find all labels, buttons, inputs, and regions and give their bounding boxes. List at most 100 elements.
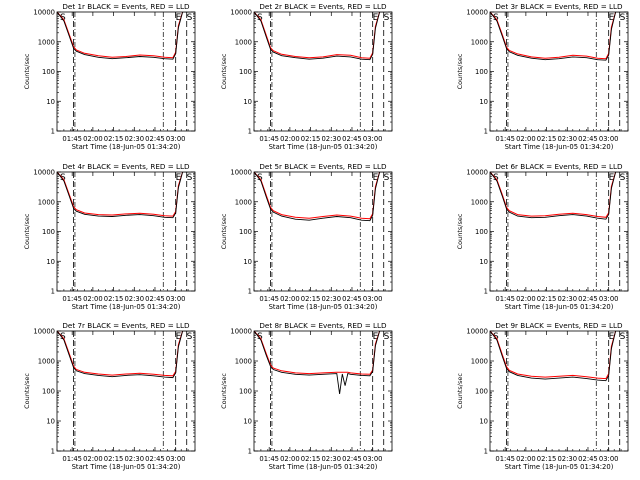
events-series-line — [254, 12, 392, 61]
x-tick-label: 02:15 — [537, 455, 557, 463]
corner-label-s: S — [257, 332, 263, 342]
y-tick-label: 100 — [239, 388, 252, 396]
plot-title: Det 1r BLACK = Events, RED = LLD — [62, 2, 190, 11]
plot-title: Det 6r BLACK = Events, RED = LLD — [495, 162, 623, 171]
x-tick-label: 02:45 — [342, 295, 362, 303]
x-tick-label: 02:15 — [537, 135, 557, 143]
x-tick-label: 02:30 — [124, 135, 144, 143]
y-tick-label: 1 — [484, 448, 488, 456]
y-tick-label: 1 — [484, 128, 488, 136]
y-tick-label: 100 — [42, 68, 55, 76]
x-tick-label: 03:00 — [166, 295, 186, 303]
events-series-line — [490, 331, 628, 382]
x-tick-label: 02:15 — [104, 295, 124, 303]
x-tick-label: 02:00 — [83, 455, 103, 463]
x-tick-label: 02:45 — [145, 455, 165, 463]
x-tick-label: 01:45 — [259, 455, 279, 463]
y-tick-label: 10000 — [33, 9, 55, 17]
x-axis-label: Start Time (18-Jun-05 01:34:20) — [72, 303, 181, 311]
x-tick-label: 01:45 — [495, 135, 515, 143]
y-axis-label: Counts/sec — [456, 53, 464, 89]
x-tick-label: 02:00 — [280, 455, 300, 463]
corner-label-s: S — [493, 332, 499, 342]
y-tick-label: 10000 — [466, 328, 488, 336]
corner-label-s: S — [60, 332, 66, 342]
y-tick-label: 1000 — [38, 198, 55, 206]
x-axis-label: Start Time (18-Jun-05 01:34:20) — [505, 143, 614, 151]
x-tick-label: 02:00 — [83, 295, 103, 303]
y-axis-label: Counts/sec — [23, 213, 31, 249]
x-tick-label: 01:45 — [495, 455, 515, 463]
x-tick-label: 02:15 — [104, 455, 124, 463]
corner-label-e: E — [176, 332, 182, 342]
x-tick-label: 02:45 — [578, 455, 598, 463]
plot-title: Det 3r BLACK = Events, RED = LLD — [495, 2, 623, 11]
x-axis-label: Start Time (18-Jun-05 01:34:20) — [505, 303, 614, 311]
plot-panel-2: Det 2r BLACK = Events, RED = LLD 1 10 100 10… — [220, 2, 393, 151]
x-tick-label: 03:00 — [599, 295, 619, 303]
x-tick-label: 02:00 — [516, 295, 536, 303]
y-tick-label: 100 — [239, 228, 252, 236]
y-tick-label: 10 — [243, 418, 252, 426]
x-tick-label: 02:15 — [301, 455, 321, 463]
x-tick-label: 02:15 — [537, 295, 557, 303]
x-tick-label: 02:30 — [557, 455, 577, 463]
y-tick-label: 10 — [243, 98, 252, 106]
y-axis-label: Counts/sec — [23, 53, 31, 89]
corner-label-s: S — [187, 332, 193, 342]
x-tick-label: 02:00 — [280, 135, 300, 143]
x-tick-label: 02:15 — [104, 135, 124, 143]
x-axis-label: Start Time (18-Jun-05 01:34:20) — [269, 143, 378, 151]
y-axis-label: Counts/sec — [456, 213, 464, 249]
y-tick-label: 100 — [475, 228, 488, 236]
x-axis-label: Start Time (18-Jun-05 01:34:20) — [269, 463, 378, 471]
x-tick-label: 03:00 — [363, 455, 383, 463]
corner-label-e: E — [373, 13, 379, 23]
events-series-line — [57, 331, 195, 379]
x-tick-label: 02:45 — [145, 295, 165, 303]
y-tick-label: 1000 — [471, 198, 488, 206]
plot-panel-3: Det 3r BLACK = Events, RED = LLD 1 10 100 10… — [456, 2, 629, 151]
y-tick-label: 1000 — [235, 358, 252, 366]
y-axis-label: Counts/sec — [23, 373, 31, 409]
x-tick-label: 02:00 — [516, 455, 536, 463]
y-tick-label: 10000 — [230, 169, 252, 177]
plot-title: Det 2r BLACK = Events, RED = LLD — [259, 2, 387, 11]
x-tick-label: 02:30 — [321, 455, 341, 463]
x-tick-label: 02:00 — [83, 135, 103, 143]
corner-label-e: E — [373, 332, 379, 342]
plot-panel-7: Det 7r BLACK = Events, RED = LLD 1 10 100 10… — [23, 321, 196, 471]
y-tick-label: 10000 — [230, 9, 252, 17]
events-series-line — [57, 12, 195, 60]
x-tick-label: 01:45 — [62, 455, 82, 463]
corner-label-s: S — [384, 332, 390, 342]
events-series-line — [254, 331, 392, 394]
y-tick-label: 100 — [42, 388, 55, 396]
corner-label-s: S — [620, 332, 626, 342]
y-axis-label: Counts/sec — [220, 373, 228, 409]
corner-label-s: S — [620, 13, 626, 23]
corner-label-e: E — [373, 173, 379, 183]
x-tick-label: 02:30 — [124, 455, 144, 463]
x-tick-label: 03:00 — [166, 455, 186, 463]
y-tick-label: 1 — [248, 288, 252, 296]
corner-label-e: E — [176, 173, 182, 183]
x-tick-label: 02:45 — [578, 295, 598, 303]
y-axis-label: Counts/sec — [456, 373, 464, 409]
x-tick-label: 01:45 — [259, 295, 279, 303]
x-tick-label: 03:00 — [599, 135, 619, 143]
y-tick-label: 1 — [248, 448, 252, 456]
plot-panel-9: Det 9r BLACK = Events, RED = LLD 1 10 100 10… — [456, 321, 629, 471]
x-axis-label: Start Time (18-Jun-05 01:34:20) — [505, 463, 614, 471]
y-tick-label: 100 — [239, 68, 252, 76]
corner-label-e: E — [609, 13, 615, 23]
x-tick-label: 02:30 — [557, 135, 577, 143]
y-tick-label: 10 — [46, 258, 55, 266]
x-tick-label: 02:30 — [321, 135, 341, 143]
x-tick-label: 01:45 — [62, 295, 82, 303]
x-tick-label: 02:30 — [321, 295, 341, 303]
plot-title: Det 5r BLACK = Events, RED = LLD — [259, 162, 387, 171]
events-series-line — [490, 172, 628, 220]
y-tick-label: 100 — [475, 388, 488, 396]
